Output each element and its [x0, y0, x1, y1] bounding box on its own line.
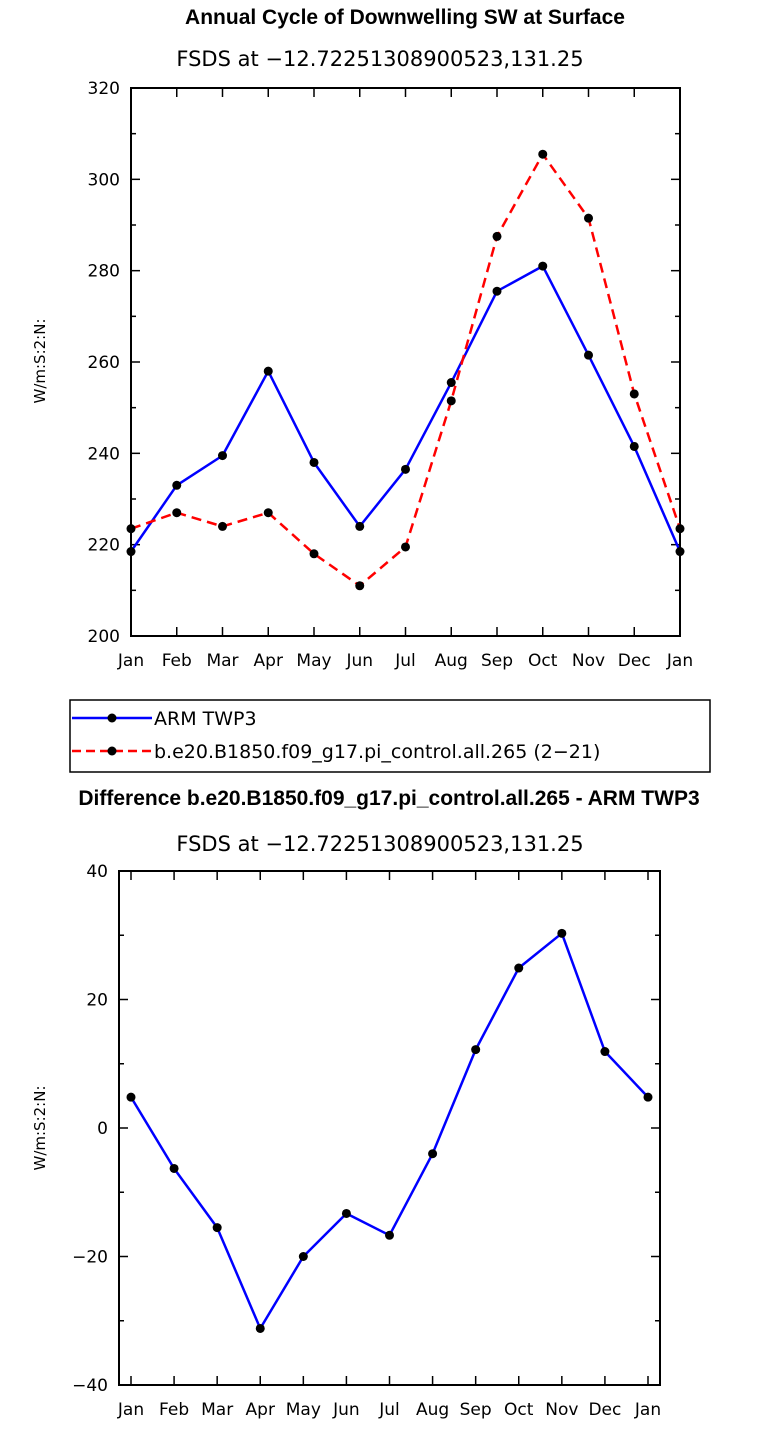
chart2-xtick-label: Jun — [332, 1400, 360, 1420]
chart1-xtick-label: Apr — [254, 651, 283, 671]
chart1-series-0-point — [218, 451, 227, 461]
chart1-xtick-label: Dec — [618, 651, 651, 671]
chart1-series-1-point — [263, 508, 273, 518]
chart2-xtick-label: Sep — [460, 1400, 492, 1420]
chart1-xtick-label: Jun — [345, 651, 373, 671]
chart2-series-0-point — [600, 1047, 610, 1057]
chart1-series-1-point — [126, 524, 136, 534]
chart2-series-0-point — [471, 1045, 481, 1055]
chart1-ytick-label: 200 — [88, 627, 120, 647]
chart1-series-0-line — [129, 264, 682, 553]
chart2-series-0-point — [428, 1149, 438, 1159]
chart2-series-0-point — [557, 928, 567, 938]
chart1-ytick-label: 220 — [88, 536, 120, 556]
chart1-xtick-label: Jan — [666, 651, 693, 671]
legend-label-model: b.e20.B1850.f09_g17.pi_control.all.265 (… — [154, 741, 600, 763]
chart1-xtick-label: Oct — [528, 651, 558, 671]
chart1-ytick-label: 240 — [88, 444, 120, 464]
chart1-series-1-point — [401, 542, 410, 552]
chart1-series-0-point — [629, 441, 639, 451]
chart1-ytick-label: 320 — [88, 79, 120, 99]
chart2-ytick-label: 0 — [97, 1119, 108, 1139]
chart1-plot-frame — [130, 87, 681, 637]
chart2-series-0-line — [129, 932, 649, 1330]
chart2-series-0-point — [126, 1092, 136, 1102]
chart1-xtick-label: Feb — [162, 651, 192, 671]
chart2-ytick-label: 20 — [86, 991, 108, 1011]
chart1-series-0-point — [263, 366, 273, 376]
chart2-xtick-label: Aug — [416, 1400, 449, 1420]
chart1-xtick-label: May — [296, 651, 331, 671]
chart1-series-0-point — [126, 547, 136, 557]
legend-marker-arm — [107, 713, 117, 723]
chart2-series-0-point — [212, 1223, 222, 1233]
chart1-series-1-point — [355, 581, 365, 591]
chart2-series-0-point — [385, 1230, 394, 1240]
chart1-series-1-line — [130, 152, 682, 588]
chart2-series-0-point — [643, 1092, 653, 1102]
chart1-ytick-label: 280 — [88, 262, 120, 282]
chart1-xtick-label: Mar — [206, 651, 238, 671]
chart2-series-0-point — [255, 1323, 265, 1333]
chart1-ytick-label: 300 — [88, 170, 120, 190]
chart1-xtick-label: Nov — [572, 651, 605, 671]
chart2-ytick-label: −40 — [72, 1376, 108, 1396]
chart2-xtick-label: Apr — [246, 1400, 275, 1420]
chart1-xtick-label: Aug — [435, 651, 468, 671]
chart1-legend: ARM TWP3 b.e20.B1850.f09_g17.pi_control.… — [69, 699, 711, 773]
chart2-xtick-label: Mar — [201, 1400, 233, 1420]
legend-box — [69, 699, 711, 773]
chart2-ytick-label: 40 — [86, 862, 108, 882]
chart2-series-0-point — [169, 1163, 179, 1173]
chart1-series-1-point — [538, 149, 548, 159]
chart1-xtick-label: Sep — [481, 651, 513, 671]
chart1-series-1-point — [218, 521, 227, 531]
chart2-xtick-label: Jan — [117, 1400, 144, 1420]
chart1-title: Annual Cycle of Downwelling SW at Surfac… — [185, 6, 625, 29]
chart2-xtick-label: May — [286, 1400, 321, 1420]
chart1-subtitle: FSDS at −12.72251308900523,131.25 — [176, 47, 583, 71]
chart2-xtick-label: Feb — [159, 1400, 189, 1420]
chart1-xtick-label: Jan — [117, 651, 144, 671]
chart2-series-0-point — [341, 1208, 351, 1218]
chart2-ytick-label: −20 — [72, 1248, 108, 1268]
chart2-xtick-label: Jan — [634, 1400, 661, 1420]
chart1-series-1-point — [584, 213, 593, 223]
chart2-xtick-label: Dec — [588, 1400, 621, 1420]
chart1-series-1-point — [629, 389, 639, 399]
chart1-series-0-point — [172, 480, 182, 490]
chart2-ylabel: W/m:S:2:N: — [31, 1086, 49, 1171]
chart2-xtick-label: Nov — [545, 1400, 578, 1420]
legend-label-arm: ARM TWP3 — [154, 708, 257, 730]
annual-cycle-chart: Annual Cycle of Downwelling SW at Surfac… — [31, 6, 693, 671]
chart1-ytick-label: 260 — [88, 353, 120, 373]
chart1-ylabel: W/m:S:2:N: — [31, 319, 49, 404]
chart2-title: Difference b.e20.B1850.f09_g17.pi_contro… — [78, 787, 699, 810]
chart1-series-1-point — [309, 549, 319, 559]
chart1-series-1-point — [675, 524, 685, 534]
chart1-series-1-point — [492, 231, 502, 241]
chart1-series-0-point — [309, 457, 319, 467]
chart2-series-0-point — [514, 963, 524, 973]
chart2-xtick-label: Oct — [504, 1400, 534, 1420]
chart2-series-0-point — [298, 1252, 308, 1261]
chart2-plot-frame — [118, 870, 661, 1386]
chart2-subtitle: FSDS at −12.72251308900523,131.25 — [176, 832, 583, 856]
chart1-series-0-point — [355, 521, 365, 531]
chart1-series-0-point — [584, 350, 593, 360]
chart1-series-1-point — [446, 396, 456, 406]
legend-marker-model — [107, 746, 117, 756]
difference-chart: Difference b.e20.B1850.f09_g17.pi_contro… — [31, 787, 700, 1420]
chart1-series-0-point — [401, 464, 410, 474]
chart1-series-0-point — [538, 261, 548, 271]
chart1-xtick-label: Jul — [394, 651, 416, 671]
chart1-series-1-point — [172, 508, 182, 518]
chart1-series-0-point — [675, 547, 685, 557]
chart1-series-0-point — [446, 378, 456, 388]
chart1-series-0-point — [492, 286, 502, 296]
chart2-xtick-label: Jul — [378, 1400, 400, 1420]
